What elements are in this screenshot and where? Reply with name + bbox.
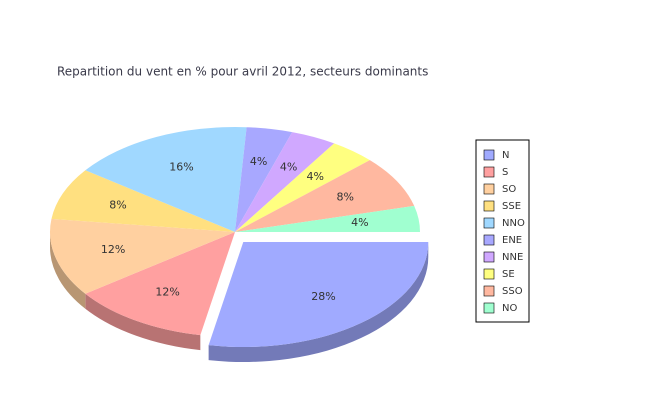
data-label: 8%: [337, 191, 354, 204]
legend-swatch: [483, 166, 495, 178]
data-label: 16%: [169, 160, 193, 173]
legend-label: N: [502, 150, 509, 161]
legend-label: SO: [502, 184, 516, 195]
slice-side: [50, 232, 86, 309]
data-label: 12%: [155, 285, 179, 298]
legend-label: NNE: [502, 252, 523, 263]
chart-title: Repartition du vent en % pour avril 2012…: [57, 65, 428, 79]
slice: [235, 160, 415, 232]
slice: [85, 232, 236, 336]
slice: [51, 170, 236, 232]
data-label: 12%: [101, 243, 125, 256]
slice: [208, 242, 429, 348]
data-label: 4%: [280, 160, 297, 173]
slice: [85, 127, 247, 232]
slice: [235, 143, 370, 232]
legend-swatch: [483, 183, 495, 195]
data-label: 28%: [311, 290, 335, 303]
legend-label: SSE: [502, 201, 521, 212]
slice: [235, 205, 420, 232]
legend-swatch: [483, 302, 495, 314]
legend-swatch: [483, 251, 495, 263]
legend-swatch: [483, 285, 495, 297]
data-label: 4%: [306, 170, 323, 183]
legend-swatch: [483, 200, 495, 212]
slice: [235, 127, 293, 232]
legend-label: ENE: [502, 235, 522, 246]
legend-swatch: [483, 234, 495, 246]
legend-swatch: [483, 217, 495, 229]
slice: [50, 218, 236, 294]
legend-label: S: [502, 167, 508, 178]
slice: [235, 132, 335, 232]
legend-label: SE: [502, 269, 515, 280]
legend-label: NO: [502, 303, 517, 314]
data-label: 4%: [250, 155, 267, 168]
legend-label: NNO: [502, 218, 525, 229]
legend-swatch: [483, 149, 495, 161]
slice-side: [208, 242, 429, 363]
slice-side: [85, 293, 201, 351]
legend-label: SSO: [502, 286, 523, 297]
data-label: 8%: [109, 199, 126, 212]
data-label: 4%: [351, 216, 368, 229]
legend-swatch: [483, 268, 495, 280]
